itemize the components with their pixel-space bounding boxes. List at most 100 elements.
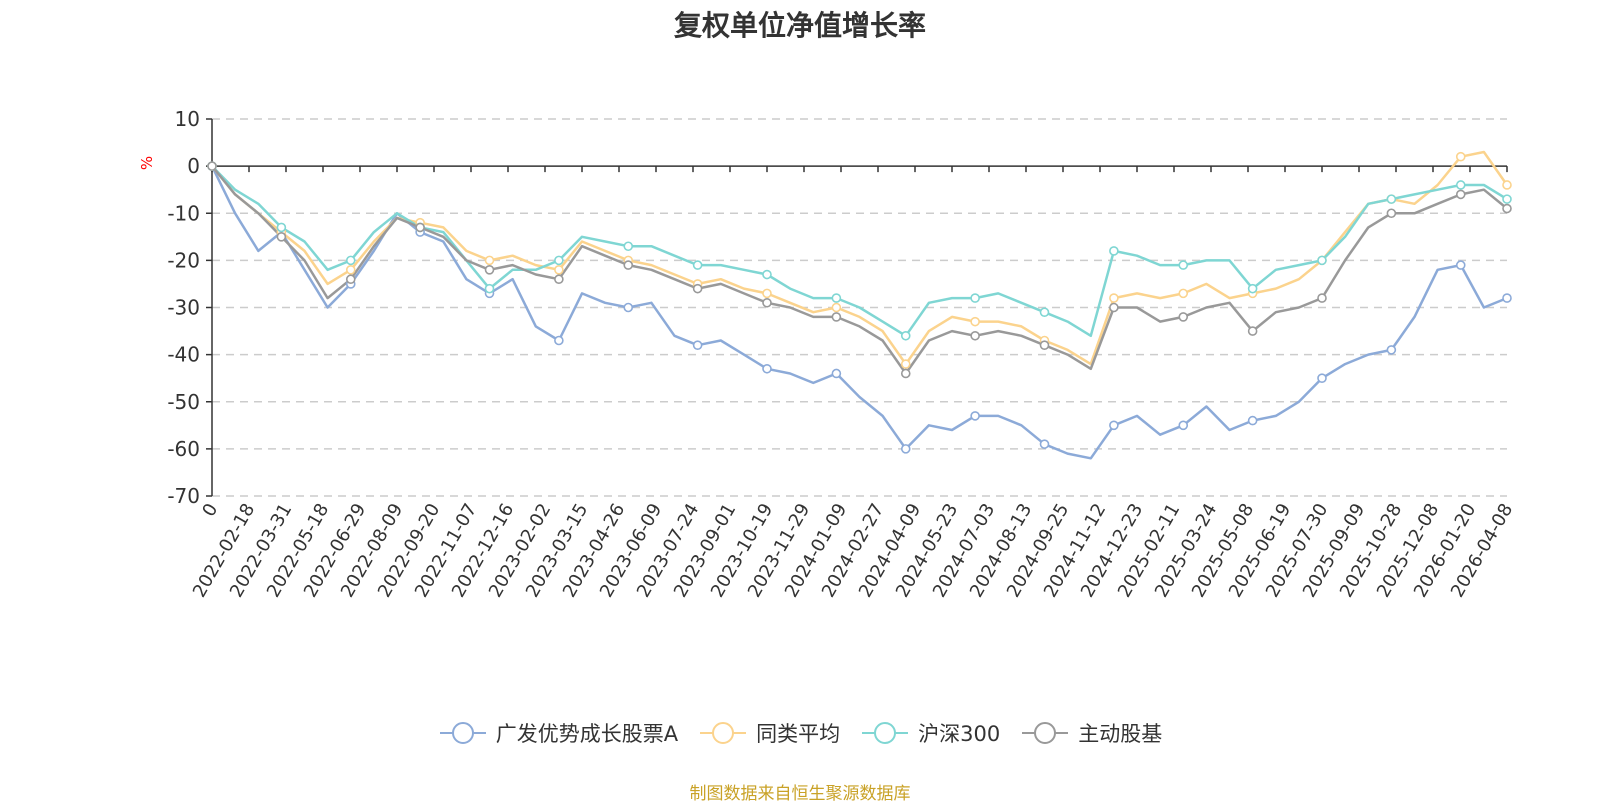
data-point (762, 269, 772, 280)
data-point (1386, 345, 1397, 355)
data-point (554, 274, 564, 285)
y-axis-unit: % (138, 156, 156, 170)
data-point (970, 330, 980, 341)
data-point (970, 316, 980, 327)
data-point (692, 260, 703, 270)
data-point (1109, 420, 1119, 431)
line-chart: 100-10-20-30-40-50-60-7002022-02-182022-… (138, 107, 1517, 601)
series-line-3 (211, 165, 1508, 375)
y-tick-label: -60 (167, 437, 200, 461)
series-lines (210, 150, 1509, 460)
data-point (970, 411, 980, 421)
data-point (1039, 307, 1050, 318)
legend-label: 沪深300 (918, 722, 1001, 746)
data-point (415, 222, 425, 233)
data-point (623, 260, 634, 270)
data-point (1109, 302, 1119, 313)
data-point (554, 255, 564, 266)
data-point (1039, 340, 1050, 351)
data-point (1178, 420, 1189, 431)
legend-label: 主动股基 (1078, 722, 1163, 746)
data-point (900, 444, 911, 454)
data-point (345, 274, 356, 285)
data-point (1455, 260, 1466, 270)
data-point (1317, 293, 1327, 303)
legend-item[interactable]: 沪深300 (860, 718, 1000, 748)
y-tick-label: 0 (187, 154, 200, 178)
data-point (1109, 246, 1119, 256)
data-point (484, 264, 495, 275)
data-point (1109, 293, 1119, 303)
data-point (1455, 189, 1466, 200)
data-point (831, 312, 842, 322)
data-point (484, 255, 495, 266)
data-point (1386, 194, 1397, 204)
data-point (554, 335, 564, 346)
legend-circle (874, 722, 897, 744)
y-tick-label: -30 (167, 296, 200, 320)
data-point (1455, 180, 1466, 190)
series-line-0 (210, 165, 1508, 460)
legend-marker-icon (862, 722, 909, 744)
data-point (345, 264, 356, 275)
data-point (345, 255, 356, 266)
data-point (762, 363, 772, 374)
data-point (554, 264, 564, 275)
legend: 广发优势成长股票A 同类平均 沪深300 主动股基 (0, 718, 1600, 748)
data-point (831, 302, 842, 313)
data-point (1502, 293, 1512, 303)
legend-marker-icon (700, 722, 747, 744)
data-point (692, 283, 703, 294)
data-point (1178, 288, 1189, 299)
data-point (1247, 283, 1258, 294)
y-tick-label: -50 (167, 390, 200, 414)
y-tick-label: -40 (167, 343, 200, 367)
legend-label: 同类平均 (756, 722, 841, 746)
legend-circle (1034, 722, 1057, 744)
data-point (762, 288, 772, 299)
data-point (831, 293, 842, 303)
data-point (900, 368, 911, 379)
x-tick-label: 0 (198, 500, 222, 520)
data-point (276, 222, 287, 233)
data-point (831, 368, 842, 379)
data-point (970, 293, 980, 303)
data-point (692, 340, 703, 351)
data-point (1502, 180, 1512, 190)
series-markers (207, 151, 1512, 454)
data-point (623, 241, 634, 252)
data-point (762, 297, 772, 308)
legend-marker-icon (1022, 722, 1069, 744)
data-point (1178, 312, 1189, 322)
data-point (207, 161, 217, 171)
data-point (1317, 255, 1327, 266)
data-point (1178, 260, 1189, 270)
data-point (1502, 203, 1512, 214)
data-point (484, 283, 495, 294)
legend-item[interactable]: 主动股基 (1020, 718, 1162, 748)
legend-label: 广发优势成长股票A (495, 722, 679, 746)
data-point (900, 330, 911, 341)
y-tick-label: -70 (167, 484, 200, 508)
series-line-1 (211, 150, 1509, 366)
series-line-2 (211, 165, 1508, 338)
legend-item[interactable]: 同类平均 (698, 718, 840, 748)
y-tick-label: -10 (167, 201, 200, 225)
gridlines (212, 118, 1507, 497)
data-point (1247, 415, 1258, 426)
data-point (1502, 194, 1512, 204)
data-point (1455, 151, 1466, 162)
y-tick-label: -20 (167, 248, 200, 272)
data-point (1247, 326, 1258, 336)
legend-circle (712, 722, 735, 744)
data-point (1386, 208, 1397, 219)
source-note: 制图数据来自恒生聚源数据库 (689, 784, 911, 804)
legend-circle (451, 722, 474, 744)
data-point (1039, 439, 1050, 449)
chart-title: 复权单位净值增长率 (673, 9, 926, 42)
data-point (623, 302, 634, 313)
data-point (1317, 373, 1327, 383)
legend-item[interactable]: 广发优势成长股票A (438, 718, 678, 748)
data-point (276, 232, 287, 242)
legend-marker-icon (439, 722, 486, 744)
